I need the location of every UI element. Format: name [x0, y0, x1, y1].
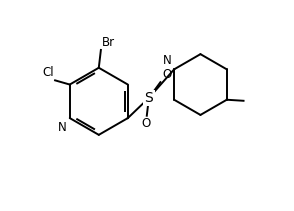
- Text: O: O: [162, 68, 171, 81]
- Text: Br: Br: [102, 36, 115, 49]
- Text: Cl: Cl: [42, 66, 54, 79]
- Text: S: S: [145, 91, 153, 105]
- Text: N: N: [163, 54, 172, 67]
- Text: O: O: [141, 117, 150, 130]
- Text: N: N: [58, 121, 67, 134]
